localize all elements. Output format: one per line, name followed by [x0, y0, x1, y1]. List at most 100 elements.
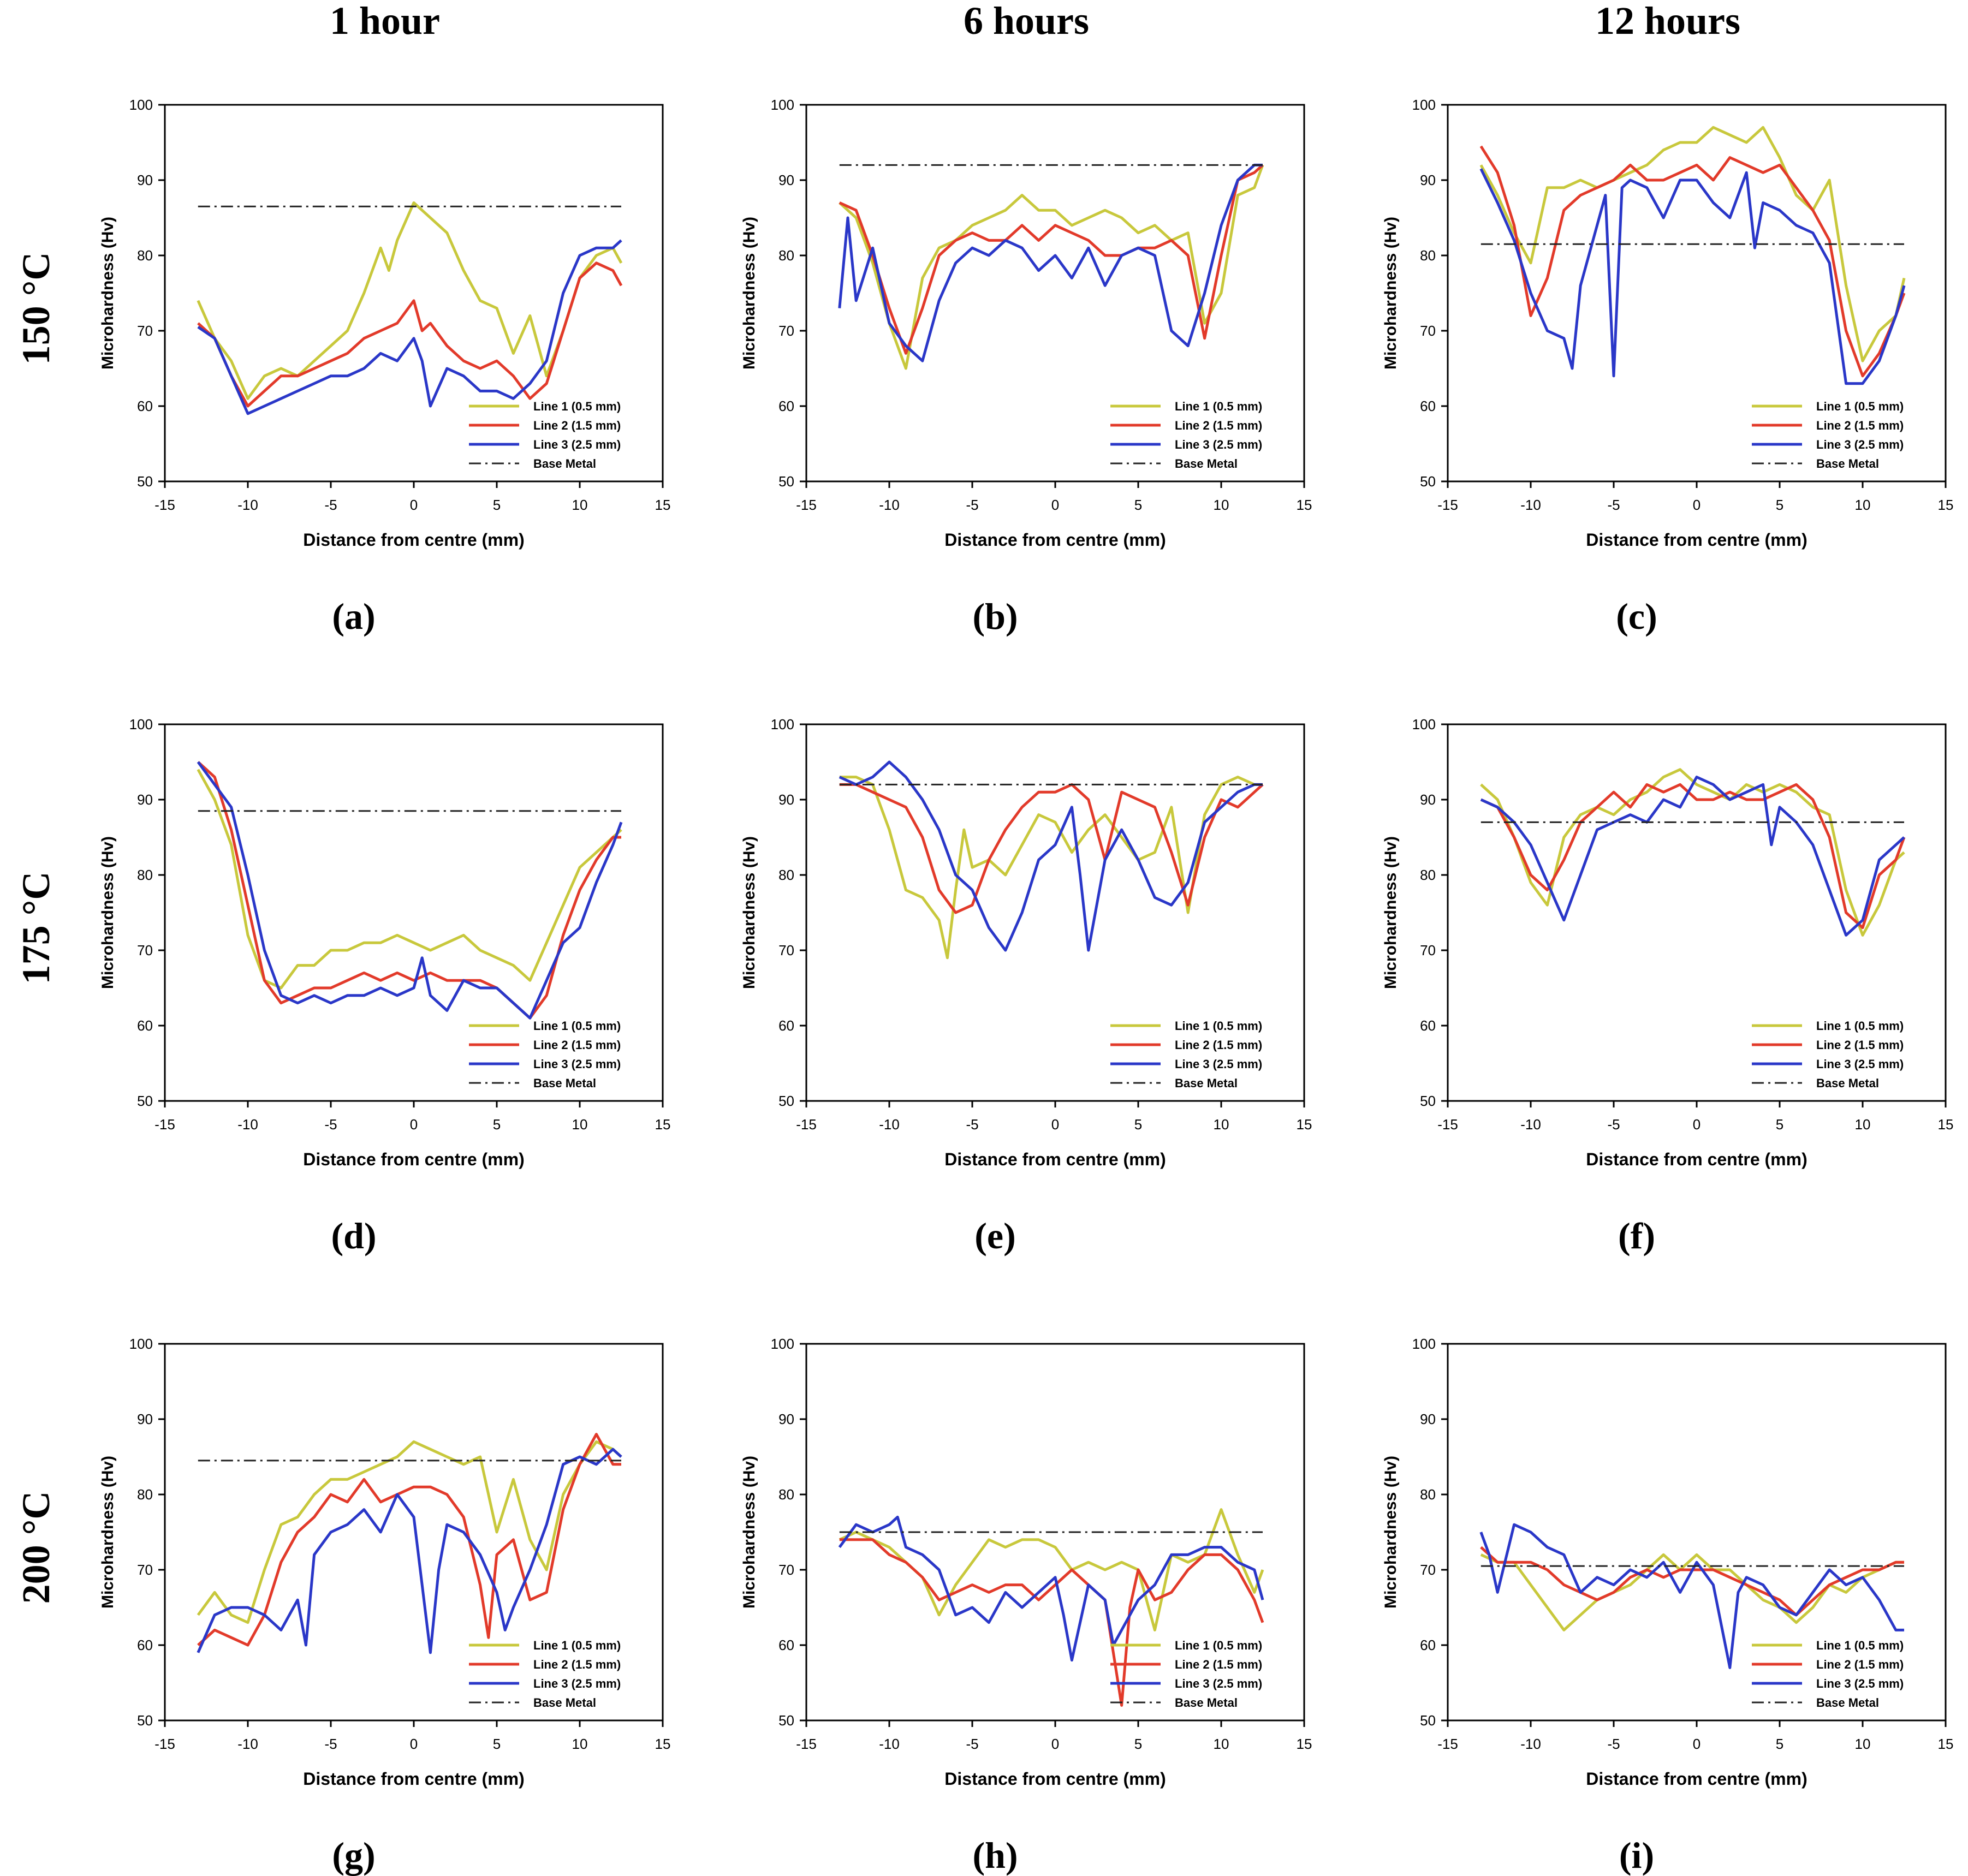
y-tick-label: 70: [137, 1562, 153, 1578]
series-line-3: [838, 163, 1263, 362]
y-tick-label: 60: [1420, 398, 1436, 414]
panel-label: (e): [974, 1215, 1015, 1256]
y-tick-label: 80: [137, 1486, 153, 1503]
legend-label-2: Line 2 (1.5 mm): [1816, 1658, 1904, 1671]
legend-label-2: Line 2 (1.5 mm): [533, 419, 621, 432]
x-tick-label: 0: [1051, 497, 1059, 513]
legend-label-2: Line 2 (1.5 mm): [1175, 1658, 1262, 1671]
x-tick-label: 15: [1297, 1116, 1312, 1133]
y-tick-label: 70: [137, 323, 153, 339]
y-tick-label: 80: [137, 247, 153, 264]
legend-label-4: Base Metal: [1816, 1696, 1879, 1710]
legend-label-1: Line 1 (0.5 mm): [533, 400, 621, 413]
x-tick-label: 10: [1855, 1736, 1871, 1752]
y-tick-label: 50: [778, 1712, 794, 1729]
x-tick-label: -15: [1437, 497, 1458, 513]
series-line-1: [1479, 126, 1906, 362]
plot-frame: [164, 723, 664, 1102]
x-axis-label: Distance from centre (mm): [944, 1769, 1166, 1789]
y-tick-label: 80: [778, 247, 794, 264]
series-line-3: [197, 761, 623, 1020]
y-tick-label: 100: [1412, 97, 1436, 113]
y-tick-label: 100: [1412, 1336, 1436, 1352]
x-axis-label: Distance from centre (mm): [303, 1769, 524, 1789]
x-tick-label: 5: [1134, 1736, 1142, 1752]
chart-panel-f: -15 -10 -5 0 5 10 15 50 60 70 80 90 100 Distance from…: [1382, 716, 1953, 1256]
x-tick-label: 15: [1938, 497, 1954, 513]
y-tick-label: 70: [1420, 942, 1436, 958]
x-tick-label: -10: [237, 1736, 258, 1752]
x-tick-label: 10: [572, 1116, 588, 1133]
legend-label-3: Line 3 (2.5 mm): [1175, 1057, 1262, 1071]
x-tick-label: 10: [1214, 497, 1229, 513]
legend-label-4: Base Metal: [1816, 457, 1879, 471]
x-tick-label: 0: [1051, 1116, 1059, 1133]
y-tick-label: 50: [137, 1712, 153, 1729]
x-tick-label: -10: [879, 1736, 900, 1752]
x-tick-label: 0: [1051, 1736, 1059, 1752]
x-tick-label: -15: [796, 1736, 817, 1752]
x-tick-label: 5: [1134, 497, 1142, 513]
legend-label-1: Line 1 (0.5 mm): [533, 1639, 621, 1652]
legend-label-1: Line 1 (0.5 mm): [533, 1019, 621, 1033]
y-tick-label: 70: [778, 942, 794, 958]
series-line-2: [839, 783, 1264, 914]
x-tick-label: -5: [324, 1116, 337, 1133]
y-tick-label: 90: [778, 1411, 794, 1427]
x-tick-label: -5: [966, 1736, 978, 1752]
y-tick-label: 100: [1412, 716, 1436, 732]
x-axis-label: Distance from centre (mm): [303, 530, 524, 550]
panel-label: (g): [332, 1835, 375, 1876]
y-tick-label: 60: [778, 1017, 794, 1034]
x-tick-label: -15: [1437, 1736, 1458, 1752]
x-tick-label: -15: [154, 497, 175, 513]
y-tick-label: 100: [771, 1336, 794, 1352]
x-tick-label: 5: [1776, 1736, 1783, 1752]
x-tick-label: 5: [1134, 1116, 1142, 1133]
y-tick-label: 80: [1420, 867, 1436, 883]
x-tick-label: 15: [655, 497, 671, 513]
x-tick-label: 5: [493, 1736, 501, 1752]
y-tick-label: 100: [129, 716, 153, 732]
y-tick-label: 50: [1420, 473, 1436, 490]
row-header-175c: 175 °C: [14, 872, 58, 985]
y-tick-label: 90: [1420, 172, 1436, 188]
series-line-3: [838, 1515, 1264, 1662]
y-tick-label: 80: [1420, 1486, 1436, 1503]
x-tick-label: 15: [1297, 1736, 1312, 1752]
chart-panel-d: -15 -10 -5 0 5 10 15 50 60 70 80 90 100 Distance from…: [99, 716, 670, 1256]
x-axis-label: Distance from centre (mm): [944, 1150, 1166, 1169]
y-axis-label: Microhardness (Hv): [1382, 1456, 1400, 1609]
x-tick-label: -15: [1437, 1116, 1458, 1133]
y-tick-label: 50: [1420, 1093, 1436, 1109]
y-axis-label: Microhardness (Hv): [99, 217, 117, 370]
legend-label-2: Line 2 (1.5 mm): [1816, 419, 1904, 432]
y-tick-label: 90: [137, 172, 153, 188]
x-tick-label: 15: [1938, 1116, 1954, 1133]
panel-label: (d): [331, 1215, 376, 1256]
plot-frame: [164, 1343, 664, 1722]
legend-label-3: Line 3 (2.5 mm): [1175, 1677, 1262, 1690]
row-header-150c: 150 °C: [14, 252, 58, 365]
series-line-2: [197, 261, 623, 408]
x-tick-label: 10: [1214, 1116, 1229, 1133]
y-axis-label: Microhardness (Hv): [99, 836, 117, 989]
column-header-1-hour: 1 hour: [330, 0, 440, 43]
chart-panel-h: -15 -10 -5 0 5 10 15 50 60 70 80 90 100 Distance from…: [740, 1336, 1312, 1876]
x-tick-label: -15: [154, 1116, 175, 1133]
series-line-2: [1480, 783, 1906, 930]
x-tick-label: 0: [410, 1736, 418, 1752]
x-tick-label: 10: [572, 1736, 588, 1752]
panel-label: (i): [1619, 1835, 1654, 1876]
x-axis-label: Distance from centre (mm): [1586, 1150, 1807, 1169]
chart-panel-c: -15 -10 -5 0 5 10 15 50 60 70 80 90 100 Distance from…: [1382, 97, 1953, 637]
series-line-3: [1479, 168, 1906, 385]
row-header-200c: 200 °C: [14, 1491, 58, 1604]
y-axis-label: Microhardness (Hv): [740, 1456, 758, 1609]
y-axis-label: Microhardness (Hv): [740, 217, 758, 370]
legend-label-4: Base Metal: [533, 1696, 596, 1710]
y-tick-label: 80: [137, 867, 153, 883]
legend-label-4: Base Metal: [533, 1076, 596, 1090]
x-tick-label: 15: [655, 1736, 671, 1752]
y-tick-label: 60: [137, 1017, 153, 1034]
